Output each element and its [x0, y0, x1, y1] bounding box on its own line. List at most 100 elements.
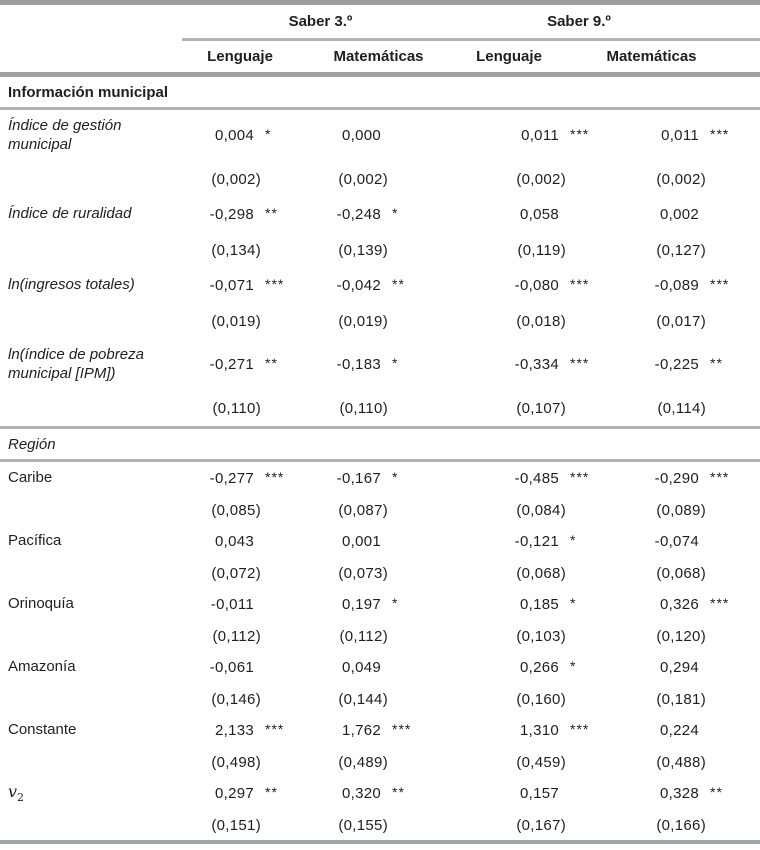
std-error: (0,110)	[212, 399, 261, 417]
std-error: (0,002)	[338, 170, 388, 188]
row-label: Caribe	[8, 469, 53, 487]
significance-stars: ***	[570, 125, 590, 142]
coef-value: -0,061	[209, 659, 254, 676]
std-error: (0,134)	[211, 241, 261, 259]
coef-row: Índice de gestión municipal 0,004 * 0,000 0,…	[0, 110, 760, 161]
std-error: (0,127)	[656, 241, 706, 259]
coef-row: Amazonía -0,061 0,049 0,266 * 0,294	[0, 651, 760, 684]
coef-row: Pacífica 0,043 0,001 -0,121 * -0,074	[0, 525, 760, 558]
math-subscript: 2	[17, 791, 25, 805]
coef-value: 0,043	[214, 533, 254, 550]
row-label: Índice de gestión municipal	[8, 116, 122, 153]
coef-value: -0,089	[654, 277, 699, 294]
coef-value: 0,197	[341, 596, 381, 613]
coef-row: Orinoquía -0,011 0,197 * 0,185 * 0,326 ***	[0, 588, 760, 621]
coef-value: -0,298	[209, 206, 254, 223]
section-title: Región	[8, 435, 56, 453]
row-label: Amazonía	[8, 658, 76, 676]
coef-value: 2,133	[214, 722, 254, 739]
significance-stars: *	[570, 657, 577, 674]
coef-value: 0,328	[659, 785, 699, 802]
std-error: (0,167)	[516, 816, 566, 834]
coef-value: -0,011	[210, 596, 254, 613]
significance-stars: **	[392, 783, 405, 800]
coef-value: 0,320	[341, 785, 381, 802]
std-error: (0,112)	[212, 627, 261, 645]
significance-stars: ***	[265, 468, 285, 485]
top-rule	[0, 0, 760, 5]
significance-stars: **	[265, 783, 278, 800]
row-label: ln(ingresos totales)	[8, 276, 135, 294]
row-label: v2	[0, 782, 182, 805]
coef-value: -0,071	[209, 277, 254, 294]
std-error: (0,103)	[516, 627, 566, 645]
significance-stars: *	[392, 354, 399, 371]
std-error: (0,139)	[338, 241, 388, 259]
coef-value: 0,058	[519, 206, 559, 223]
section-title-row: Región	[0, 429, 760, 459]
significance-stars: *	[570, 594, 577, 611]
se-row: (0,146) (0,144) (0,160) (0,181)	[0, 684, 760, 714]
std-error: (0,018)	[516, 312, 566, 330]
std-error: (0,002)	[656, 170, 706, 188]
significance-stars: **	[392, 275, 405, 292]
column-header-matematicas-3: Matemáticas	[333, 48, 424, 65]
se-row: (0,112) (0,112) (0,103) (0,120)	[0, 621, 760, 651]
coef-value: -0,074	[654, 533, 699, 550]
significance-stars: **	[265, 204, 278, 221]
coef-value: 0,266	[519, 659, 559, 676]
significance-stars: ***	[570, 720, 590, 737]
std-error: (0,146)	[211, 690, 261, 708]
section-title: Información municipal	[8, 83, 169, 101]
significance-stars: ***	[570, 275, 590, 292]
coef-value: -0,121	[514, 533, 559, 550]
horizontal-rule	[0, 459, 760, 462]
se-row: (0,151) (0,155) (0,167) (0,166)	[0, 810, 760, 840]
coef-value: -0,183	[336, 356, 381, 373]
coef-value: -0,167	[336, 470, 381, 487]
std-error: (0,181)	[656, 690, 706, 708]
group-header-saber-9: Saber 9.º	[547, 13, 611, 30]
group-header-underline	[182, 38, 760, 41]
coef-value: 1,310	[519, 722, 559, 739]
coef-row: Constante 2,133 *** 1,762 *** 1,310 *** 0,224	[0, 714, 760, 747]
coef-value: 0,224	[659, 722, 699, 739]
std-error: (0,144)	[338, 690, 388, 708]
horizontal-rule	[0, 107, 760, 110]
significance-stars: ***	[570, 354, 590, 371]
coef-value: -0,485	[514, 470, 559, 487]
significance-stars: ***	[265, 275, 285, 292]
significance-stars: ***	[710, 125, 730, 142]
std-error: (0,068)	[656, 564, 706, 582]
se-row: (0,002) (0,002) (0,002) (0,002)	[0, 161, 760, 197]
std-error: (0,073)	[338, 564, 388, 582]
math-variable: v	[8, 782, 18, 802]
coef-row: ln(ingresos totales) -0,071 *** -0,042 ** -0,…	[0, 268, 760, 303]
section-title-row: Información municipal	[0, 77, 760, 107]
coef-value: 0,185	[519, 596, 559, 613]
std-error: (0,166)	[656, 816, 706, 834]
se-row: (0,498) (0,489) (0,459) (0,488)	[0, 747, 760, 777]
row-label: Constante	[8, 721, 77, 739]
significance-stars: **	[710, 783, 723, 800]
significance-stars: *	[265, 125, 272, 142]
std-error: (0,110)	[339, 399, 388, 417]
coef-value: 0,326	[659, 596, 699, 613]
coef-row: Caribe -0,277 *** -0,167 * -0,485 *** -0,290 ***	[0, 462, 760, 495]
coef-value: -0,080	[514, 277, 559, 294]
row-label: ln(índice de pobreza municipal [IPM])	[8, 345, 144, 382]
coef-value: -0,225	[654, 356, 699, 373]
coef-value: 0,294	[659, 659, 699, 676]
std-error: (0,107)	[516, 399, 566, 417]
significance-stars: **	[265, 354, 278, 371]
significance-stars: ***	[710, 594, 730, 611]
std-error: (0,089)	[656, 501, 706, 519]
coef-value: 0,001	[341, 533, 381, 550]
se-row: (0,019) (0,019) (0,018) (0,017)	[0, 303, 760, 339]
significance-stars: *	[392, 468, 399, 485]
coef-value: 0,000	[341, 127, 381, 144]
group-header-saber-3: Saber 3.º	[288, 13, 353, 30]
table-body: Información municipal Índice de gestión m…	[0, 77, 760, 844]
std-error: (0,019)	[338, 312, 388, 330]
